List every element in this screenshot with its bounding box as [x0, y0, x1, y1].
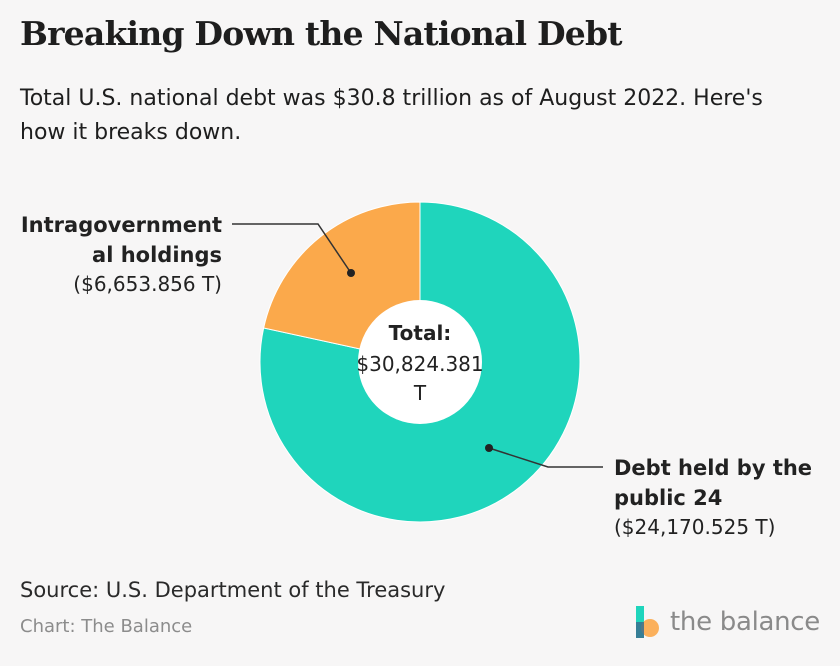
intragov-leader-line	[232, 223, 352, 274]
chart-subtitle: Total U.S. national debt was $30.8 trill…	[20, 86, 763, 145]
logo-text: the balance	[670, 607, 820, 637]
chart-credit: Chart: The Balance	[20, 616, 193, 637]
source-note: Source: U.S. Department of the Treasury	[20, 578, 446, 602]
public-value-label: ($24,170.525 T)	[614, 515, 775, 539]
intragov-leader-dot	[347, 269, 355, 277]
public-leader-dot	[485, 444, 493, 452]
balance-logo-icon	[636, 606, 659, 638]
donut-chart: Total: $30,824.381 T Intragovernment al …	[21, 201, 812, 539]
center-total-value: $30,824.381	[356, 352, 483, 376]
intragov-label-line1: Intragovernment	[21, 213, 222, 237]
center-total-label: Total:	[389, 321, 452, 345]
public-label-line2: public 24	[614, 486, 722, 510]
donut-hole	[358, 300, 482, 424]
intragov-label-line2: al holdings	[92, 243, 222, 267]
the-balance-logo: the balance	[634, 604, 820, 640]
public-leader-line	[488, 447, 603, 468]
center-total-unit: T	[413, 381, 427, 405]
intragov-value-label: ($6,653.856 T)	[73, 272, 222, 296]
public-label-line1: Debt held by the	[614, 456, 812, 480]
chart-title: Breaking Down the National Debt	[20, 14, 623, 53]
